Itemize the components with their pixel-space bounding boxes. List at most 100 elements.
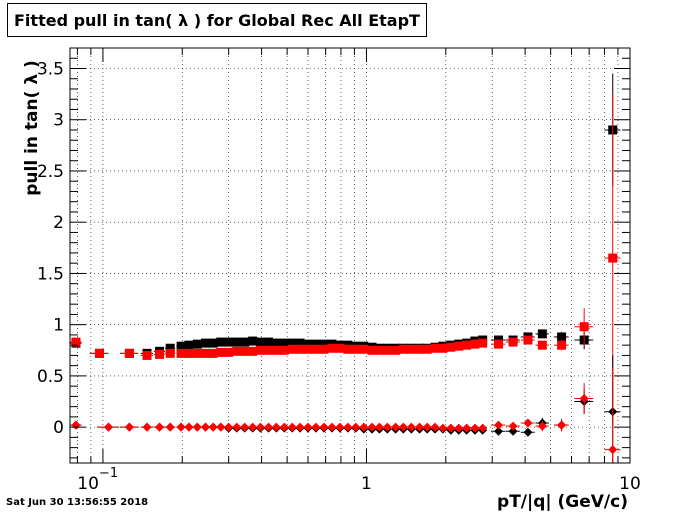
data-point-square (216, 347, 226, 357)
data-point-diamond (184, 422, 194, 432)
x-tick-label: 1 (361, 474, 372, 494)
data-point-square (71, 337, 81, 347)
data-point-square (208, 348, 218, 358)
data-point-diamond (264, 422, 274, 432)
data-point-square (438, 343, 448, 353)
data-point-diamond (430, 422, 440, 432)
plot-frame (69, 47, 631, 464)
y-tick-label: 3 (53, 111, 64, 131)
timestamp: Sat Jun 30 13:56:55 2018 (6, 497, 149, 508)
data-point-diamond (335, 422, 345, 432)
data-point-diamond (271, 422, 281, 432)
data-point-square (155, 349, 165, 359)
data-point-diamond (406, 422, 416, 432)
data-point-diamond (523, 418, 533, 428)
data-point-square (608, 253, 618, 263)
data-point-square (184, 340, 194, 350)
y-axis-label: pull in tan( λ ) (22, 60, 42, 196)
data-point-diamond (523, 427, 533, 437)
data-point-square (248, 346, 258, 356)
data-point-diamond (142, 422, 152, 432)
y-tick-label: 1.5 (37, 264, 64, 284)
data-point-square (240, 346, 250, 356)
data-point-diamond (494, 426, 504, 436)
data-point-square (279, 338, 289, 348)
data-point-square (279, 345, 289, 355)
data-point-diamond (557, 420, 567, 430)
data-point-diamond (374, 422, 384, 432)
data-point-diamond (422, 422, 432, 432)
data-point-diamond (124, 422, 134, 432)
data-point-diamond (208, 422, 218, 432)
data-point-square (335, 343, 345, 353)
data-point-square (478, 338, 488, 348)
data-point-diamond (494, 420, 504, 430)
data-point-square (374, 345, 384, 355)
data-point-diamond (470, 423, 480, 433)
data-point-square (311, 344, 321, 354)
data-point-diamond (200, 422, 210, 432)
data-point-diamond (608, 445, 618, 455)
data-point-square (311, 339, 321, 349)
data-point-diamond (165, 422, 175, 432)
data-point-square (508, 337, 518, 347)
data-point-diamond (398, 422, 408, 432)
data-point-square (224, 347, 234, 357)
data-point-square (303, 344, 313, 354)
data-point-square (200, 338, 210, 348)
data-point-square (494, 339, 504, 349)
data-point-square (94, 348, 104, 358)
data-point-diamond (248, 422, 258, 432)
data-point-square (224, 337, 234, 347)
data-point-diamond (343, 422, 353, 432)
data-point-square (454, 341, 464, 351)
data-point-square (382, 345, 392, 355)
data-point-diamond (311, 422, 321, 432)
data-point-diamond (446, 423, 456, 433)
data-point-square (240, 337, 250, 347)
data-point-square (200, 348, 210, 358)
y-tick-label: 2.5 (37, 162, 64, 182)
data-point-square (406, 344, 416, 354)
x-axis-label: pT/|q| (GeV/c) (497, 492, 628, 512)
data-point-diamond (367, 422, 377, 432)
data-point-square (176, 348, 186, 358)
data-point-square (351, 344, 361, 354)
data-point-diamond (287, 422, 297, 432)
y-tick-label: 2 (53, 213, 64, 233)
y-tick-label: 0 (53, 418, 64, 438)
y-tick-label: 3.5 (37, 59, 64, 79)
data-point-square (232, 337, 242, 347)
data-point-square (415, 344, 425, 354)
data-point-square (557, 340, 567, 350)
data-point-square (295, 338, 305, 348)
data-point-diamond (319, 422, 329, 432)
data-series (70, 73, 621, 463)
data-point-square (271, 345, 281, 355)
data-point-square (462, 340, 472, 350)
data-point-square (255, 337, 265, 347)
data-point-diamond (415, 422, 425, 432)
data-point-diamond (454, 423, 464, 433)
data-point-square (264, 345, 274, 355)
data-point-diamond (224, 422, 234, 432)
data-point-square (124, 348, 134, 358)
data-point-diamond (327, 422, 337, 432)
data-point-diamond (359, 422, 369, 432)
data-point-diamond (216, 422, 226, 432)
data-point-diamond (537, 421, 547, 431)
data-point-square (248, 336, 258, 346)
data-point-square (176, 341, 186, 351)
data-point-square (557, 332, 567, 342)
data-point-square (165, 348, 175, 358)
data-point-square (216, 337, 226, 347)
data-point-square (184, 348, 194, 358)
data-point-square (319, 339, 329, 349)
data-point-square (295, 344, 305, 354)
data-point-square (430, 343, 440, 353)
axis-ticks (70, 47, 631, 463)
data-point-square (232, 346, 242, 356)
data-point-square (142, 350, 152, 360)
data-point-diamond (438, 423, 448, 433)
data-point-square (208, 338, 218, 348)
